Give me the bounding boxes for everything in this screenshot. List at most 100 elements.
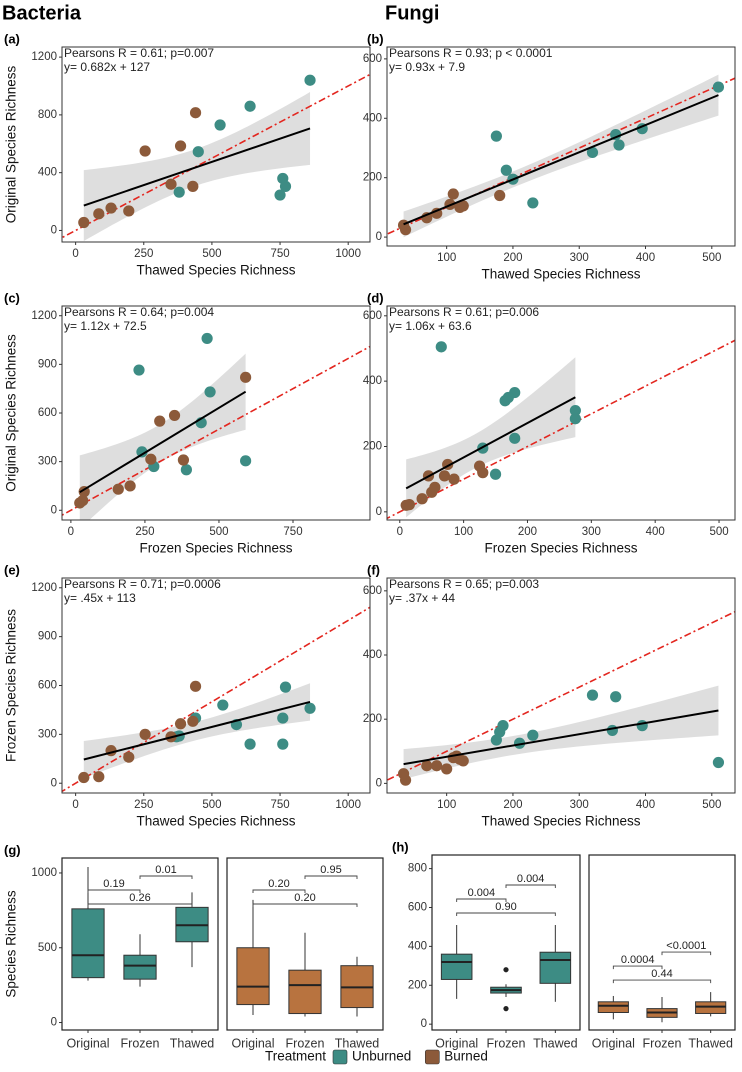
comparison-bracket [252,889,306,893]
plot-border [386,577,736,794]
point [139,728,151,740]
x-tick-label: 200 [503,252,522,264]
p-value: 0.44 [651,968,672,980]
x-tick-label: 200 [503,799,522,811]
point [527,197,539,209]
y-tick-label: 800 [38,109,57,121]
point [187,715,199,727]
x-axis-title: Frozen Species Richness [484,541,637,556]
point [93,771,105,783]
y-tick-label: 300 [38,728,57,740]
y-tick-label: 0 [51,777,57,789]
regression-line [79,390,247,494]
annotation: y= .45x + 113 [64,591,136,605]
y-tick-label: 600 [363,53,382,65]
annotation: y= 0.682x + 127 [64,60,150,74]
y-axis-title: Frozen Species Richness [4,609,19,762]
y-tick-label: 800 [408,863,427,875]
y-tick-label: 400 [408,940,427,952]
point [712,81,725,93]
regression-line [405,396,576,490]
regression-line [403,709,719,766]
y-tick-label: 600 [38,680,57,692]
confidence-band [403,685,719,780]
point [304,74,316,86]
point [244,100,256,112]
y-tick-label: 200 [363,441,382,453]
point [399,774,412,786]
y-tick-label: 0 [376,231,382,243]
annotation: y= 0.93x + 7.9 [389,60,465,74]
point [189,107,202,119]
y-tick-label: 600 [363,310,382,322]
panel-label: (e) [4,562,20,577]
panel-label: (g) [4,842,21,857]
y-tick-label: 500 [38,942,57,954]
box [71,908,105,979]
point [168,409,181,422]
box [236,947,270,1006]
point [509,432,521,444]
point [174,140,187,152]
x-tick-label: Original [592,1036,635,1050]
point [447,188,459,200]
point [173,186,185,198]
plot-area [387,610,735,786]
point [448,473,460,485]
x-tick-label: 300 [570,799,589,811]
outlier [503,1006,509,1012]
x-tick-label: 750 [283,526,302,538]
panel-label: (d) [367,290,384,305]
x-tick-label: 0 [72,248,78,260]
point [180,464,192,476]
x-tick-label: Original [66,1036,109,1050]
y-tick-label: 400 [363,112,382,124]
regression-line [403,94,719,226]
x-tick-label: Frozen [121,1036,160,1050]
legend-key [424,1049,440,1065]
point [112,483,124,495]
legend-title: Treatment [265,1049,326,1064]
y-tick-label: 1000 [31,867,57,879]
y-tick-label: 300 [38,456,57,468]
point [145,453,157,465]
x-tick-label: Frozen [286,1036,325,1050]
point [177,454,190,466]
x-tick-label: Thawed [335,1036,380,1050]
x-axis-title: Thawed Species Richness [481,814,640,829]
box [123,954,157,980]
x-tick-label: 300 [582,526,601,538]
point [304,702,316,714]
y-tick-label: 400 [363,375,382,387]
point [136,446,148,458]
p-value: 0.19 [103,878,124,890]
point [123,205,135,217]
p-value: <0.0001 [666,940,706,952]
panel-label: (h) [392,839,409,854]
comparison-bracket [139,875,193,879]
x-tick-label: Frozen [643,1036,682,1050]
point [502,391,514,404]
one-to-one-line [387,610,735,782]
legend-label: Unburned [352,1049,411,1064]
p-value: 0.26 [129,892,150,904]
x-tick-label: 400 [636,252,655,264]
y-axis-title: Species Richness [4,890,19,998]
y-tick-label: 200 [363,172,382,184]
point [174,718,187,730]
annotation: Pearsons R = 0.93; p < 0.0001 [389,46,553,60]
x-tick-label: 1000 [335,799,361,811]
x-tick-label: 100 [454,526,473,538]
x-axis-title: Thawed Species Richness [481,267,640,282]
point [399,224,412,236]
x-tick-label: 1000 [335,248,361,260]
point [494,189,506,202]
x-tick-label: 300 [570,252,589,264]
p-value: 0.95 [320,864,341,876]
comparison-bracket [87,903,193,907]
x-tick-label: Original [435,1036,478,1050]
x-tick-label: 0 [72,799,78,811]
p-value: 0.004 [468,887,496,899]
annotation: y= 1.12x + 72.5 [64,319,147,333]
